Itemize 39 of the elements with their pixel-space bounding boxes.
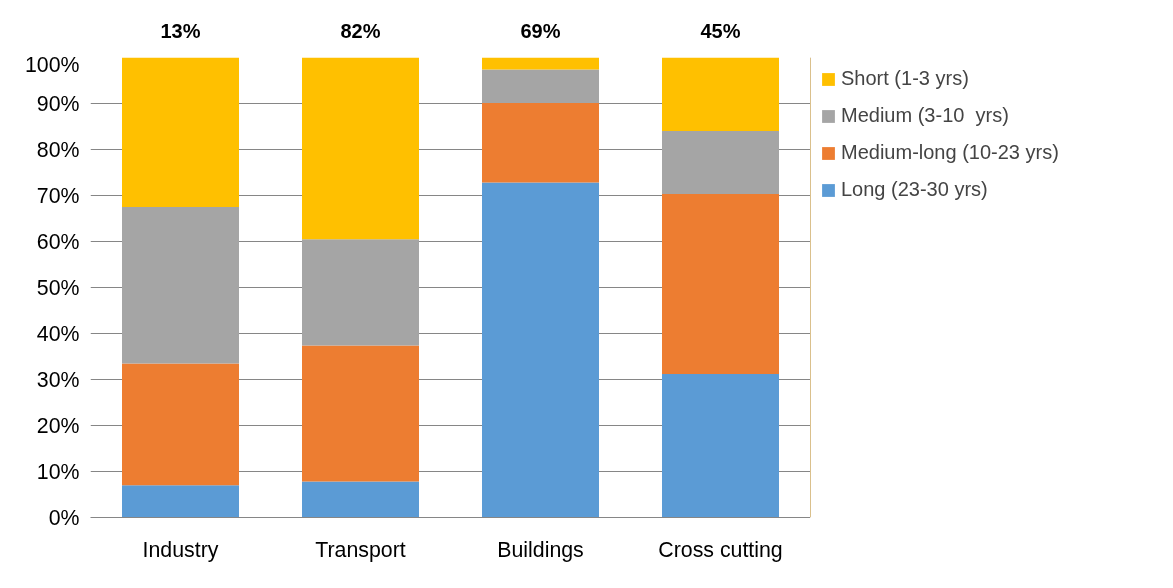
y-tick-label: 100% [24,52,80,77]
bar [302,57,419,240]
y-tick-label: 40% [36,321,80,346]
legend-label: Medium-long (10-23 yrs) [841,141,1059,164]
text: 69% [520,19,561,42]
bar [482,69,599,104]
bar [122,207,239,364]
bar [662,57,779,132]
text: 45% [700,19,741,42]
x-tick-label: Buildings [497,537,584,562]
y-tick-label: 90% [36,91,80,116]
legend-label: Medium (3-10 yrs) [841,104,1009,127]
x-tick-label: Industry [142,537,219,562]
bar [662,194,779,374]
text: 82% [340,19,381,42]
bar [302,239,419,346]
bar [482,103,599,183]
y-tick-label: 30% [36,367,80,392]
bar [122,363,239,486]
bar [302,481,419,518]
legend-label: Short (1-3 yrs) [841,67,969,90]
bar [122,57,239,207]
x-tick-label: Transport [315,537,406,562]
bar [662,131,779,195]
legend-label: Long (23-30 yrs) [841,178,988,201]
y-tick-label: 60% [36,229,80,254]
y-tick-label: 80% [36,137,80,162]
bar [482,57,599,70]
bar [662,373,779,518]
text: 13% [160,19,201,42]
y-tick-label: 20% [36,413,80,438]
bar [302,345,419,482]
bar [482,182,599,518]
y-tick-label: 0% [48,505,80,530]
bar [122,485,239,518]
y-tick-label: 10% [36,459,80,484]
y-tick-label: 70% [36,183,80,208]
x-tick-label: Cross cutting [658,537,783,562]
y-tick-label: 50% [36,275,80,300]
